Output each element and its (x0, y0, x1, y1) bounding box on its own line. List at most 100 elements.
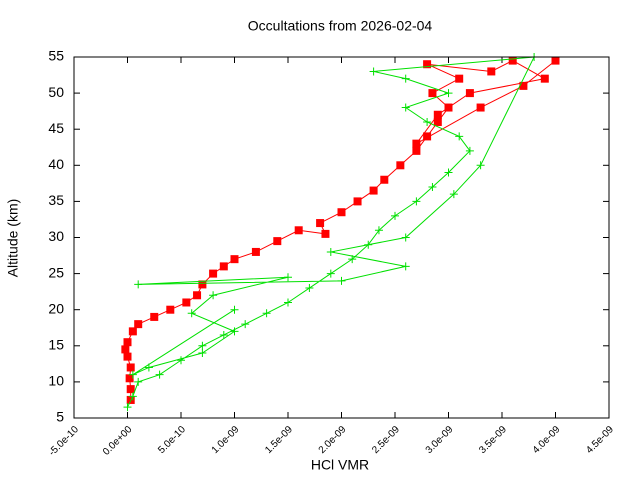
point (353, 197, 362, 206)
point (198, 341, 207, 350)
point (444, 103, 453, 112)
y-tick-label: 5 (56, 409, 64, 425)
point (241, 320, 250, 329)
point (209, 291, 218, 300)
point (230, 255, 239, 264)
point (519, 81, 528, 90)
y-tick-label: 55 (48, 48, 64, 64)
point (428, 89, 437, 98)
point (177, 356, 185, 365)
point (364, 240, 373, 249)
point (348, 255, 357, 264)
point (396, 161, 405, 170)
point (337, 208, 346, 217)
point (433, 110, 442, 119)
point (401, 74, 410, 83)
point (476, 103, 485, 112)
point (423, 132, 432, 141)
point (465, 146, 474, 155)
point (209, 269, 218, 278)
point (128, 327, 137, 336)
point (412, 146, 421, 155)
point (251, 247, 260, 256)
point (219, 330, 228, 339)
point (284, 298, 292, 307)
point (219, 262, 228, 271)
point (294, 226, 303, 235)
y-tick-label: 50 (48, 84, 64, 100)
point (401, 233, 410, 242)
point (134, 280, 143, 289)
point (150, 312, 159, 321)
point (412, 139, 421, 148)
point (455, 132, 464, 141)
point (193, 291, 202, 300)
y-tick-label: 15 (48, 337, 64, 353)
point (326, 247, 335, 256)
point (262, 309, 271, 318)
y-tick-label: 45 (48, 120, 64, 136)
point (391, 211, 399, 220)
point (423, 117, 432, 126)
point (230, 327, 239, 336)
point (476, 161, 485, 170)
point (273, 237, 282, 246)
point (508, 56, 517, 65)
point (134, 320, 143, 329)
point (128, 370, 137, 379)
point (187, 309, 196, 318)
point (551, 56, 560, 65)
series-line (127, 56, 535, 408)
point (465, 89, 474, 98)
point (487, 67, 496, 76)
point (305, 284, 314, 293)
point (444, 89, 453, 98)
point (369, 67, 378, 76)
point (540, 74, 549, 83)
point (284, 273, 292, 282)
point (374, 226, 383, 235)
y-tick-label: 10 (48, 373, 64, 389)
point (316, 219, 325, 228)
plot-frame (73, 56, 610, 419)
point (380, 175, 389, 184)
point (337, 276, 346, 285)
point (401, 262, 410, 271)
y-axis-label: Altitude (km) (5, 199, 21, 278)
point (428, 182, 437, 191)
point (126, 385, 135, 394)
point (123, 403, 132, 412)
point (198, 280, 207, 289)
point (126, 363, 135, 372)
y-tick-label: 20 (48, 300, 64, 316)
point (444, 168, 453, 177)
point (455, 74, 464, 83)
point (144, 363, 153, 372)
y-tick-label: 40 (48, 156, 64, 172)
point (134, 377, 143, 386)
point (166, 305, 175, 314)
point (198, 349, 207, 358)
point (449, 190, 458, 199)
y-tick-label: 25 (48, 264, 64, 280)
point (121, 345, 130, 354)
point (369, 186, 378, 195)
point (401, 103, 410, 112)
point (123, 338, 132, 347)
y-tick-label: 35 (48, 192, 64, 208)
point (182, 298, 191, 307)
point (433, 117, 442, 126)
point (423, 60, 432, 69)
point (321, 229, 330, 238)
point (123, 352, 132, 361)
point (128, 392, 137, 401)
point (125, 374, 134, 383)
point (326, 269, 335, 278)
point (412, 197, 421, 206)
chart-title: Occultations from 2026-02-04 (248, 18, 433, 34)
point (155, 370, 164, 379)
point (230, 305, 239, 314)
x-axis-label: HCl VMR (311, 457, 369, 473)
